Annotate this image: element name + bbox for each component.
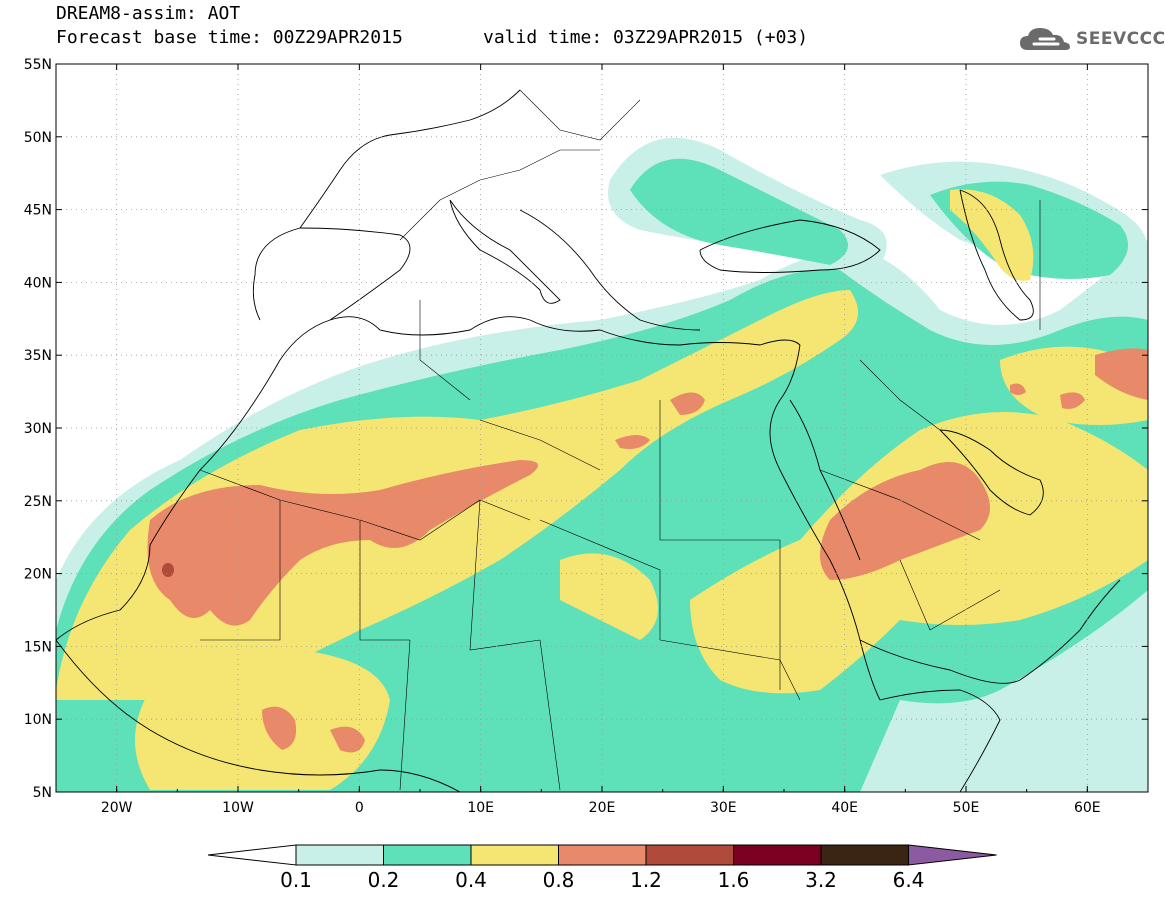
lat-label: 15N xyxy=(24,639,52,655)
colorbar-segment xyxy=(820,844,909,866)
colorbar-segment xyxy=(383,844,472,866)
cloud-icon xyxy=(1020,28,1070,50)
colorbar-over-triangle xyxy=(908,844,997,866)
lon-label: 40E xyxy=(831,800,858,816)
lat-label: 55N xyxy=(24,57,52,73)
colorbar-segment xyxy=(733,844,822,866)
lat-label: 35N xyxy=(24,348,52,364)
colorbar-segment xyxy=(558,844,647,866)
lat-label: 40N xyxy=(24,275,52,291)
lat-label: 45N xyxy=(24,203,52,219)
lon-label: 10W xyxy=(222,800,254,816)
colorbar-label: 0.4 xyxy=(455,868,487,892)
lat-label: 30N xyxy=(24,421,52,437)
map-title: DREAM8-assim: AOT xyxy=(56,3,241,24)
colorbar-label: 0.2 xyxy=(368,868,400,892)
colorbar-label: 1.6 xyxy=(718,868,750,892)
lon-label: 0 xyxy=(355,800,364,816)
latitude-labels: 55N 50N 45N 40N 35N 30N 25N 20N 15N 10N 5N xyxy=(24,57,52,801)
aot-band-0.8-1.2 xyxy=(147,348,1148,753)
lat-label: 5N xyxy=(33,785,52,801)
aot-band-1.2-1.6 xyxy=(162,563,174,577)
forecast-base-time: Forecast base time: 00Z29APR2015 xyxy=(56,27,403,48)
colorbar-under-triangle xyxy=(207,844,297,866)
colorbar-label: 0.1 xyxy=(280,868,312,892)
axis-ticks xyxy=(55,63,1149,793)
longitude-labels: 20W 10W 0 10E 20E 30E 40E 50E 60E xyxy=(101,800,1101,816)
lon-label: 20E xyxy=(589,800,616,816)
colorbar: 0.1 0.2 0.4 0.8 1.2 1.6 3.2 6.4 xyxy=(207,844,997,892)
lon-label: 50E xyxy=(953,800,980,816)
lon-label: 60E xyxy=(1074,800,1101,816)
colorbar-label: 6.4 xyxy=(893,868,925,892)
lat-label: 25N xyxy=(24,494,52,510)
colorbar-label: 0.8 xyxy=(543,868,575,892)
colorbar-segment xyxy=(645,844,734,866)
borders xyxy=(199,89,1041,791)
colorbar-label: 3.2 xyxy=(805,868,837,892)
lon-label: 10E xyxy=(467,800,494,816)
lat-label: 20N xyxy=(24,567,52,583)
lat-label: 50N xyxy=(24,130,52,146)
colorbar-segment xyxy=(295,844,384,866)
lon-label: 30E xyxy=(710,800,737,816)
graticule xyxy=(56,64,1148,792)
valid-time: valid time: 03Z29APR2015 (+03) xyxy=(483,27,809,48)
coastlines xyxy=(56,89,1121,792)
colorbar-segment xyxy=(470,844,559,866)
lon-label: 20W xyxy=(101,800,133,816)
aot-fields xyxy=(56,64,1148,792)
logo-text: SEEVCCC xyxy=(1076,29,1165,49)
colorbar-label: 1.2 xyxy=(630,868,662,892)
seevccc-logo: SEEVCCC xyxy=(1018,24,1165,54)
lat-label: 10N xyxy=(24,712,52,728)
